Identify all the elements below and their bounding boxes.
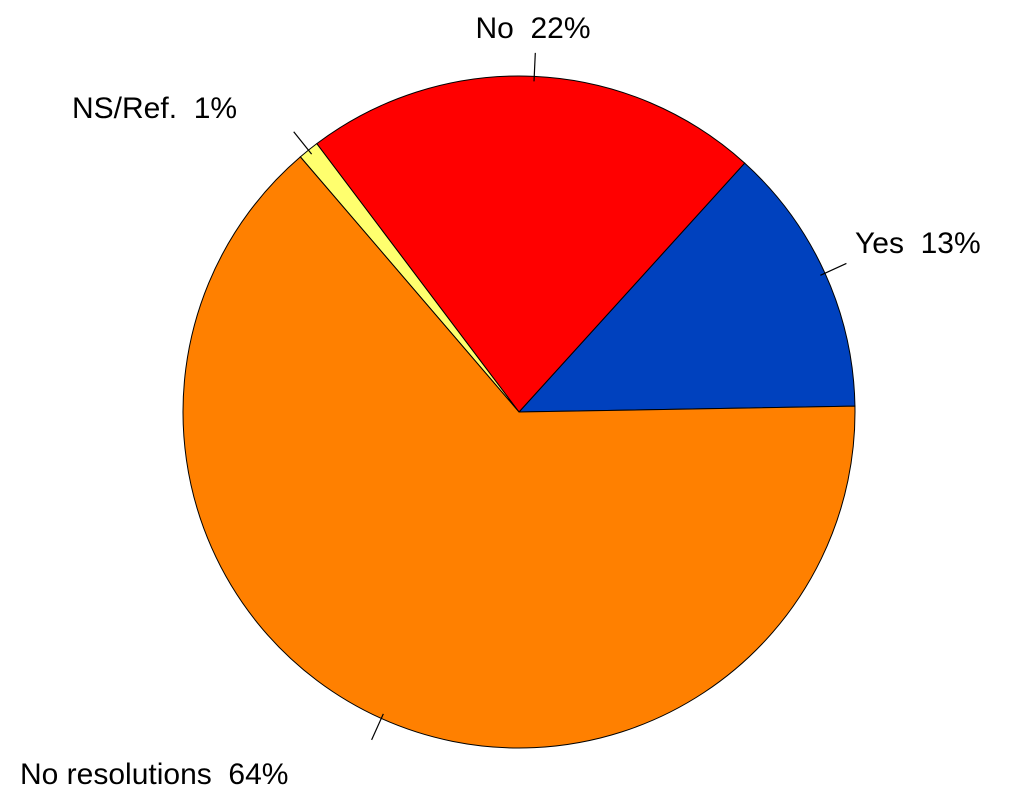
pie-leader-lines bbox=[293, 52, 847, 741]
leader-line-yes bbox=[820, 262, 847, 276]
slice-label-no: No 22% bbox=[475, 12, 590, 45]
pie-slices bbox=[182, 75, 856, 749]
slice-label-ns-ref: NS/Ref. 1% bbox=[72, 92, 237, 125]
leader-line-no-resolutions bbox=[371, 713, 384, 741]
slice-label-no-resolutions: No resolutions 64% bbox=[20, 758, 288, 791]
pie-labels: Yes 13% No 22% NS/Ref. 1% No resolutions 64… bbox=[20, 12, 981, 791]
slice-label-yes: Yes 13% bbox=[855, 227, 981, 260]
leader-line-no bbox=[533, 52, 536, 82]
leader-line-ns-ref bbox=[293, 131, 313, 155]
